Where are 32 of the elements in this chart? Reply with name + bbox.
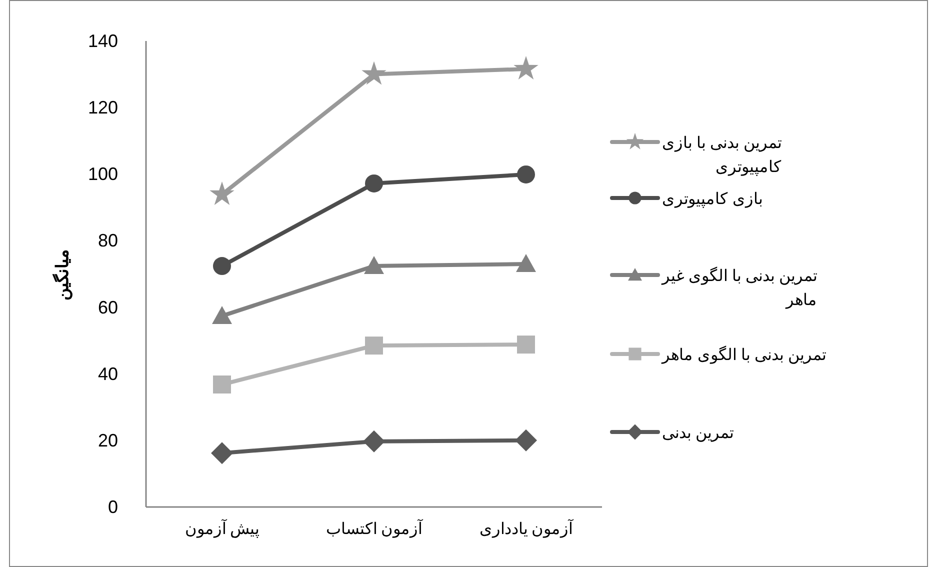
y-tick-label: 40	[98, 364, 118, 384]
legend-label: بازی کامپیوتری	[662, 191, 762, 208]
point	[211, 442, 233, 464]
y-tick-label: 100	[88, 164, 118, 184]
point	[364, 256, 384, 274]
point	[210, 181, 234, 205]
x-tick-label: آزمون یادداری	[479, 518, 575, 538]
y-tick-label: 60	[98, 297, 118, 318]
point	[517, 336, 535, 354]
y-tick-label: 120	[88, 98, 118, 118]
point	[212, 306, 232, 324]
x-tick-label: آزمون اکتساب	[326, 518, 424, 538]
point	[363, 430, 385, 452]
point	[517, 165, 535, 184]
y-tick-label: 20	[98, 430, 118, 450]
legend-label: تمرین بدنی با الگوی ماهر	[661, 345, 826, 364]
point	[514, 56, 538, 80]
point	[362, 61, 386, 85]
legend-label: تمرین بدنی با الگوی غیر ماهر	[661, 266, 817, 309]
y-tick-label: 140	[88, 31, 118, 51]
point	[213, 376, 231, 394]
legend-label: تمرین بدنی با بازی کامپیوتری	[662, 135, 782, 176]
point	[365, 336, 383, 355]
y-axis-title: میانگین	[52, 250, 73, 300]
y-tick-label: 80	[98, 230, 118, 251]
point	[213, 257, 231, 276]
y-tick-label: 0	[108, 497, 118, 517]
x-tick-label: پیش آزمون	[184, 518, 260, 538]
point	[515, 429, 537, 452]
point	[516, 254, 536, 272]
legend-label: تمرین بدنی	[662, 425, 734, 442]
point	[365, 174, 383, 192]
